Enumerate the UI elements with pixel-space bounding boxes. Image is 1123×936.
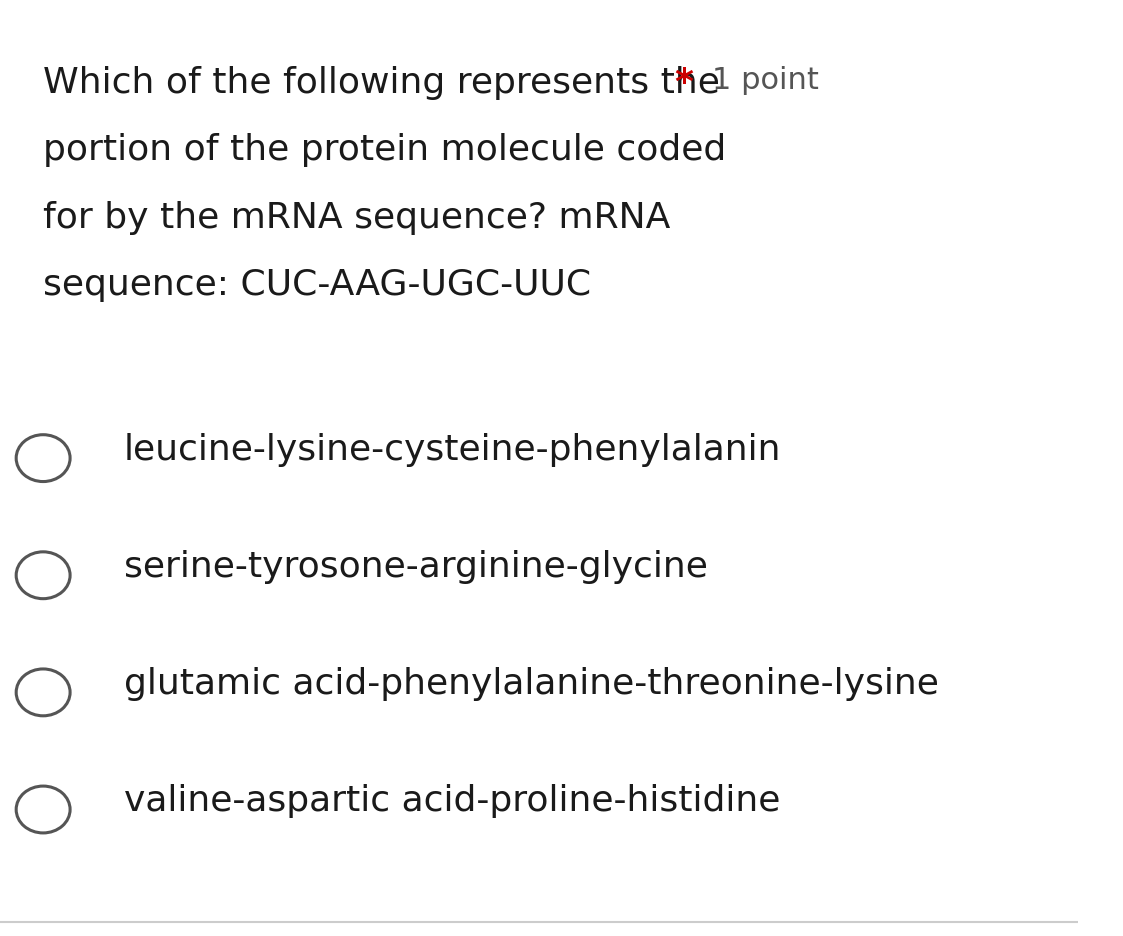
- Text: for by the mRNA sequence? mRNA: for by the mRNA sequence? mRNA: [43, 200, 670, 234]
- Text: leucine-lysine-cysteine-phenylalanin: leucine-lysine-cysteine-phenylalanin: [124, 432, 782, 466]
- Text: valine-aspartic acid-proline-histidine: valine-aspartic acid-proline-histidine: [124, 783, 780, 817]
- Text: *: *: [674, 66, 693, 99]
- Text: 1 point: 1 point: [712, 66, 819, 95]
- Text: glutamic acid-phenylalanine-threonine-lysine: glutamic acid-phenylalanine-threonine-ly…: [124, 666, 939, 700]
- Text: sequence: CUC-AAG-UGC-UUC: sequence: CUC-AAG-UGC-UUC: [43, 268, 592, 301]
- Text: portion of the protein molecule coded: portion of the protein molecule coded: [43, 133, 727, 167]
- Text: Which of the following represents the: Which of the following represents the: [43, 66, 720, 99]
- Text: serine-tyrosone-arginine-glycine: serine-tyrosone-arginine-glycine: [124, 549, 707, 583]
